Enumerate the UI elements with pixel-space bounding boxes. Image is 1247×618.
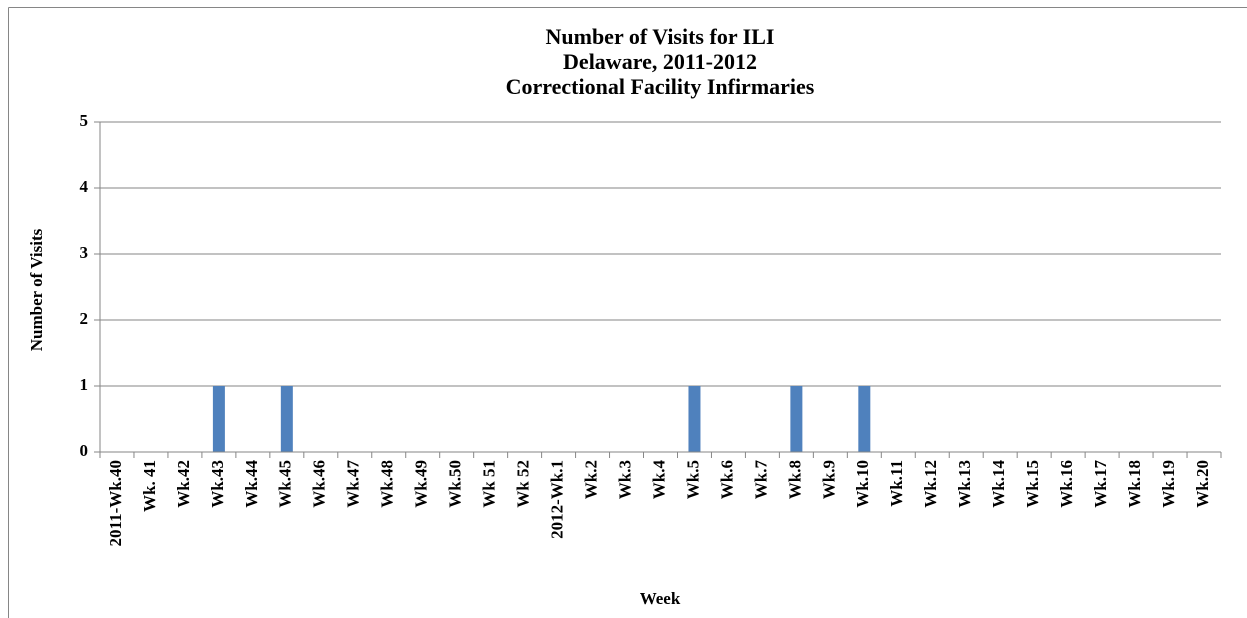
x-tick-label: Wk.49 <box>412 460 431 508</box>
chart-title: Correctional Facility Infirmaries <box>506 74 815 99</box>
y-tick-label: 4 <box>80 177 89 196</box>
x-tick-label: Wk.9 <box>819 460 838 499</box>
bar <box>688 386 701 452</box>
x-tick-label: 2012-Wk.1 <box>547 460 566 539</box>
x-tick-label: Wk 52 <box>514 460 533 508</box>
y-tick-label: 0 <box>80 441 89 460</box>
x-tick-label: Wk.47 <box>344 460 363 508</box>
bar <box>212 386 225 452</box>
x-tick-label: Wk.4 <box>649 460 668 500</box>
x-tick-label: Wk.12 <box>921 460 940 508</box>
x-tick-label: Wk.5 <box>683 460 702 499</box>
x-tick-label: Wk.45 <box>276 460 295 508</box>
y-tick-label: 3 <box>80 243 89 262</box>
bar <box>790 386 803 452</box>
x-tick-label: Wk.14 <box>989 460 1008 508</box>
x-tick-label: Wk.2 <box>581 460 600 499</box>
x-tick-label: Wk.44 <box>242 460 261 508</box>
x-tick-label: Wk.15 <box>1023 460 1042 508</box>
x-tick-label: Wk.13 <box>955 460 974 508</box>
x-tick-label: Wk.7 <box>751 460 770 500</box>
x-tick-label: Wk. 41 <box>140 460 159 512</box>
y-tick-label: 2 <box>80 309 89 328</box>
bar <box>858 386 871 452</box>
x-tick-label: Wk.46 <box>310 460 329 508</box>
x-tick-label: Wk 51 <box>480 460 499 508</box>
chart-title: Number of Visits for ILI <box>546 24 775 49</box>
y-axis-title: Number of Visits <box>27 228 46 351</box>
y-tick-label: 1 <box>80 375 89 394</box>
x-tick-label: Wk.6 <box>717 460 736 499</box>
x-tick-label: Wk.16 <box>1057 460 1076 508</box>
x-tick-label: Wk.11 <box>887 460 906 507</box>
x-tick-label: Wk.19 <box>1159 460 1178 508</box>
bar <box>280 386 293 452</box>
x-axis-title: Week <box>640 589 681 608</box>
x-tick-label: Wk.18 <box>1125 460 1144 508</box>
x-tick-label: Wk.43 <box>208 460 227 508</box>
x-tick-label: Wk.8 <box>785 460 804 499</box>
x-tick-label: Wk.17 <box>1091 460 1110 508</box>
x-tick-label: Wk.48 <box>378 460 397 508</box>
x-tick-label: Wk.3 <box>615 460 634 499</box>
x-tick-label: 2011-Wk.40 <box>106 460 125 546</box>
x-tick-label: Wk.20 <box>1193 460 1212 508</box>
x-tick-label: Wk.42 <box>174 460 193 508</box>
x-tick-label: Wk.50 <box>446 460 465 508</box>
x-tick-label: Wk.10 <box>853 460 872 508</box>
y-tick-label: 5 <box>80 111 89 130</box>
chart-title: Delaware, 2011-2012 <box>563 49 757 74</box>
